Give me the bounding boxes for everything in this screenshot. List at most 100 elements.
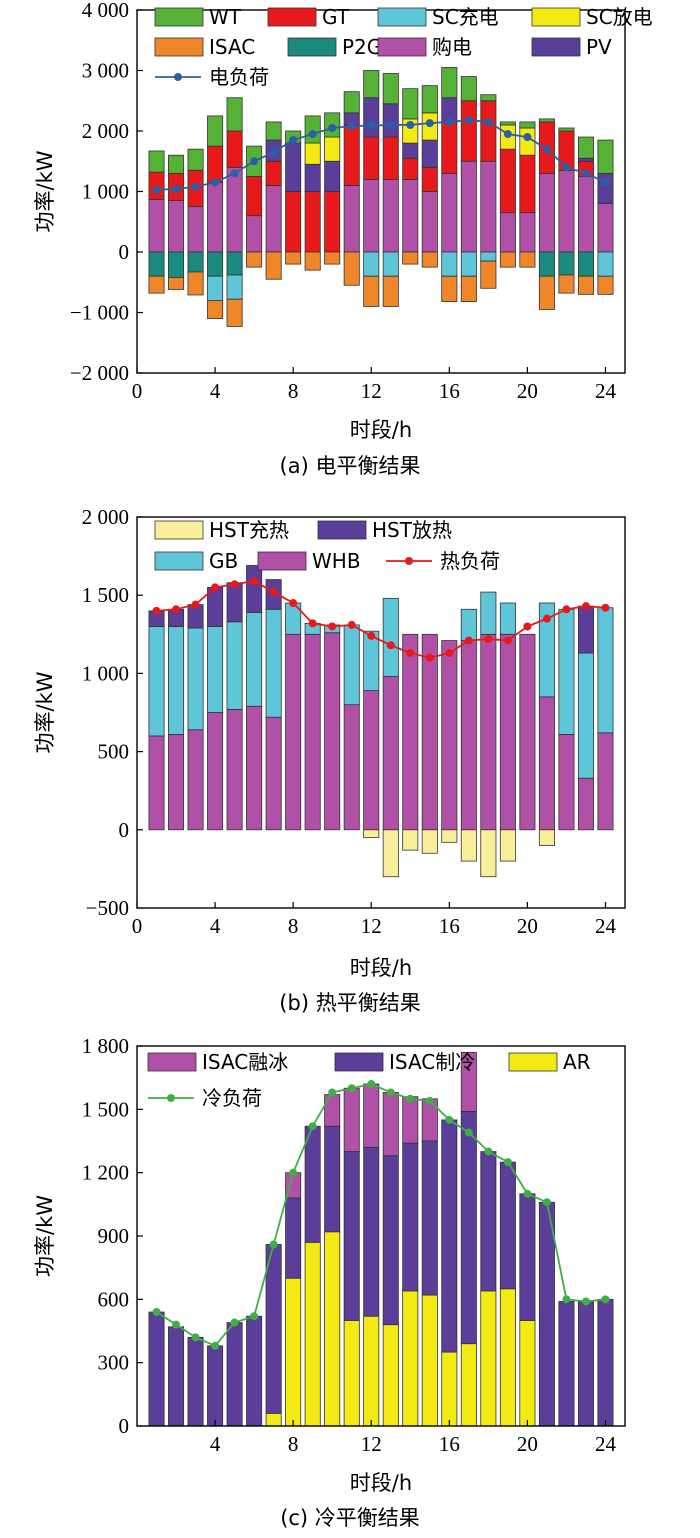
load-point bbox=[269, 148, 278, 157]
bar bbox=[480, 260, 497, 289]
bar bbox=[460, 640, 477, 831]
bar bbox=[265, 185, 282, 253]
legend-swatch bbox=[377, 37, 427, 57]
bar bbox=[558, 127, 575, 132]
load-point bbox=[484, 1147, 493, 1156]
bar bbox=[324, 1231, 341, 1427]
bar bbox=[382, 829, 399, 878]
bar bbox=[226, 708, 243, 831]
load-point bbox=[562, 605, 571, 614]
bar bbox=[363, 97, 380, 138]
y-tick-label: 2 000 bbox=[82, 119, 129, 143]
bar bbox=[402, 1142, 419, 1292]
legend-swatch bbox=[531, 7, 581, 27]
bar bbox=[538, 172, 555, 253]
bar bbox=[246, 1315, 263, 1427]
x-tick-label: 0 bbox=[132, 379, 143, 403]
load-point bbox=[328, 123, 337, 132]
bar bbox=[577, 777, 594, 831]
bar bbox=[187, 271, 204, 296]
bar bbox=[402, 142, 419, 159]
x-axis-title: 时段/h bbox=[350, 1471, 412, 1495]
bar bbox=[168, 200, 185, 253]
x-tick-label: 4 bbox=[210, 914, 221, 938]
bar bbox=[519, 127, 536, 156]
bar bbox=[324, 251, 341, 265]
bar bbox=[363, 630, 380, 692]
bar bbox=[480, 829, 497, 878]
bar bbox=[597, 275, 614, 295]
bar bbox=[519, 1193, 536, 1321]
bar bbox=[382, 103, 399, 138]
bar bbox=[382, 676, 399, 831]
bar bbox=[460, 76, 477, 102]
bar bbox=[187, 627, 204, 731]
bar bbox=[577, 275, 594, 295]
legend-label: HST充热 bbox=[209, 518, 289, 542]
bar bbox=[577, 605, 594, 654]
load-point bbox=[328, 1088, 337, 1097]
load-point bbox=[152, 185, 161, 194]
bar bbox=[285, 251, 302, 265]
load-point bbox=[464, 1128, 473, 1137]
bar bbox=[480, 1290, 497, 1427]
legend-point-marker bbox=[167, 1094, 175, 1102]
bar bbox=[577, 652, 594, 779]
legend-label: 购电 bbox=[432, 35, 472, 59]
bar bbox=[597, 732, 614, 831]
bar bbox=[538, 602, 555, 698]
bar bbox=[421, 166, 438, 192]
bar bbox=[519, 121, 536, 129]
load-point bbox=[230, 1318, 239, 1327]
bar bbox=[597, 1298, 614, 1427]
load-point bbox=[503, 1158, 512, 1167]
legend-swatch bbox=[257, 551, 307, 571]
legend-label: SC放电 bbox=[586, 5, 653, 29]
bar bbox=[168, 733, 185, 831]
bar bbox=[577, 175, 594, 253]
x-tick-label: 8 bbox=[288, 914, 299, 938]
bar bbox=[402, 178, 419, 253]
bar bbox=[207, 182, 224, 253]
bar bbox=[226, 97, 243, 132]
load-point bbox=[289, 136, 298, 145]
load-point bbox=[386, 120, 395, 129]
bar bbox=[226, 166, 243, 253]
bar bbox=[499, 148, 516, 214]
bar bbox=[519, 633, 536, 831]
legend-swatch bbox=[317, 520, 367, 540]
bar bbox=[363, 1083, 380, 1148]
load-point bbox=[308, 130, 317, 139]
bar bbox=[304, 633, 321, 831]
load-point bbox=[191, 1333, 200, 1342]
bar bbox=[226, 298, 243, 327]
legend-label: 热负荷 bbox=[440, 549, 500, 573]
panel-caption: (c) 冷平衡结果 bbox=[280, 1506, 420, 1530]
bar bbox=[343, 624, 360, 706]
load-point bbox=[367, 631, 376, 640]
legend-label: HST放热 bbox=[372, 518, 452, 542]
bar bbox=[207, 1345, 224, 1427]
bar bbox=[246, 612, 263, 707]
x-tick-label: 4 bbox=[210, 1432, 221, 1456]
bar bbox=[538, 696, 555, 831]
load-point bbox=[406, 649, 415, 658]
bar bbox=[343, 91, 360, 114]
load-line bbox=[156, 119, 606, 191]
legend-point-marker bbox=[174, 73, 182, 81]
load-point bbox=[445, 649, 454, 658]
load-point bbox=[406, 1094, 415, 1103]
bar bbox=[246, 215, 263, 253]
bar bbox=[538, 1201, 555, 1427]
bar bbox=[148, 251, 165, 277]
x-axis-title: 时段/h bbox=[350, 956, 412, 980]
load-point bbox=[211, 1341, 220, 1350]
legend-swatch bbox=[154, 37, 204, 57]
bar bbox=[324, 191, 341, 253]
bar bbox=[343, 1320, 360, 1427]
chart-panel-3: 0 300 600 900 1 200 1 500 1 800 4 8 12 16 20 24 时段/h 功… bbox=[33, 1034, 626, 1530]
y-tick-label: 3 000 bbox=[82, 59, 129, 83]
x-tick-label: 12 bbox=[361, 914, 382, 938]
legend-swatch bbox=[267, 7, 317, 27]
